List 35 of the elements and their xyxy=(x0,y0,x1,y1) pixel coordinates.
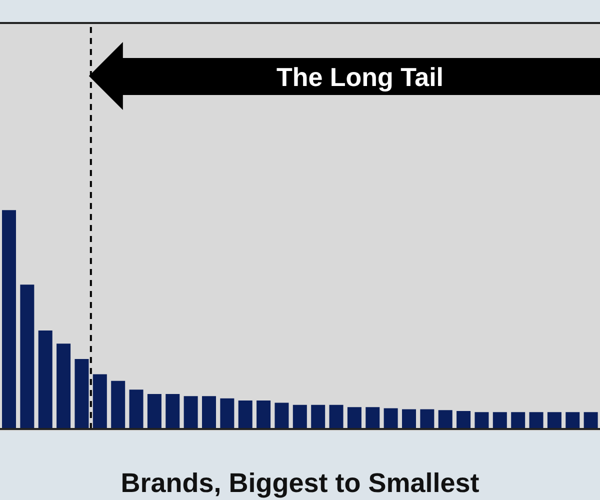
bar xyxy=(474,412,489,429)
bar xyxy=(402,409,416,429)
bar xyxy=(292,404,307,429)
bar xyxy=(347,407,362,429)
bar xyxy=(74,358,89,429)
text: The Long Tail xyxy=(276,62,444,92)
bar xyxy=(456,411,471,429)
bar xyxy=(129,390,144,429)
bar xyxy=(166,394,180,429)
bar xyxy=(220,398,234,429)
bar xyxy=(111,380,126,429)
bar xyxy=(184,396,198,429)
bar xyxy=(329,404,344,429)
bar xyxy=(202,396,216,429)
bar xyxy=(256,400,271,429)
bar xyxy=(311,404,326,429)
bar xyxy=(366,407,380,429)
bar xyxy=(2,210,16,429)
bar xyxy=(511,412,526,429)
bar xyxy=(274,402,289,429)
bar xyxy=(529,412,544,429)
bar xyxy=(492,412,507,429)
bar xyxy=(384,408,398,429)
bar xyxy=(20,284,34,429)
bar xyxy=(92,374,107,429)
bar xyxy=(56,344,71,429)
bar xyxy=(147,394,162,429)
bar xyxy=(238,400,252,429)
bar xyxy=(584,412,598,429)
bar xyxy=(547,412,562,429)
bar xyxy=(420,409,434,429)
bar xyxy=(38,330,52,429)
bar xyxy=(438,410,452,429)
bar xyxy=(566,412,580,429)
x-axis-title: Brands, Biggest to Smallest xyxy=(120,468,480,498)
